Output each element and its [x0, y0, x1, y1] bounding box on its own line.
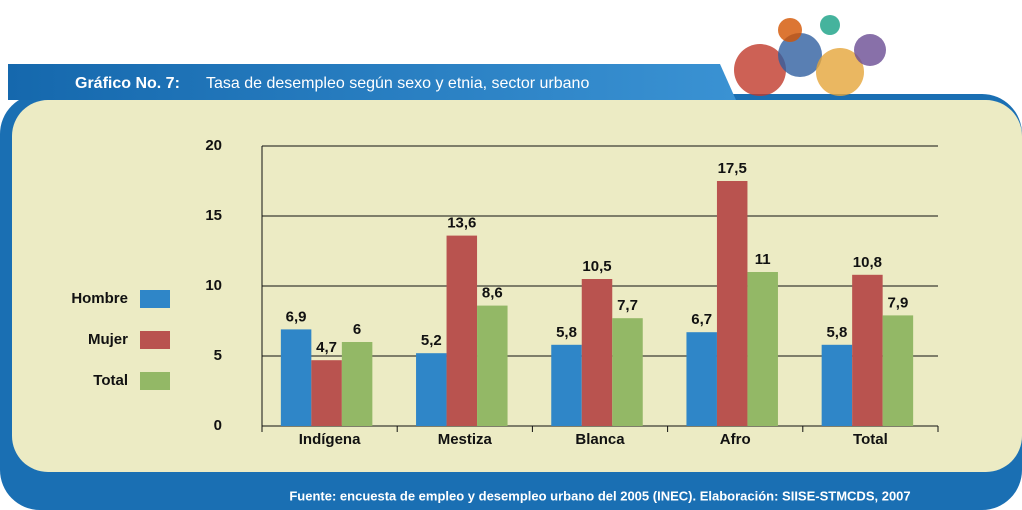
value-label: 11	[755, 251, 771, 268]
chart: Gráfico No. 7: Tasa de desempleo según s…	[0, 0, 1022, 510]
bar	[416, 353, 447, 426]
x-tick-label: Blanca	[575, 431, 625, 448]
value-label: 17,5	[718, 160, 747, 177]
title-label: Gráfico No. 7:	[75, 75, 180, 92]
y-tick-label: 10	[205, 277, 222, 294]
chart-title: Tasa de desempleo según sexo y etnia, se…	[206, 75, 589, 92]
value-label: 6,7	[691, 311, 712, 328]
legend-label: Total	[93, 372, 128, 389]
value-label: 5,2	[421, 332, 442, 349]
y-tick-label: 0	[214, 417, 222, 434]
bar	[447, 236, 478, 426]
legend-label: Hombre	[71, 290, 128, 307]
bar	[883, 315, 914, 426]
legend-swatch	[140, 290, 170, 308]
bar	[822, 345, 853, 426]
bar	[281, 329, 312, 426]
legend-swatch	[140, 331, 170, 349]
value-label: 6,9	[286, 308, 307, 325]
x-tick-label: Afro	[720, 431, 751, 448]
value-label: 13,6	[447, 215, 476, 232]
value-label: 10,8	[853, 254, 882, 271]
y-tick-label: 5	[214, 347, 222, 364]
bar	[551, 345, 582, 426]
x-tick-label: Indígena	[299, 431, 361, 448]
value-label: 10,5	[582, 258, 611, 275]
legend-label: Mujer	[88, 331, 128, 348]
y-tick-label: 20	[205, 137, 222, 154]
value-label: 7,9	[887, 294, 908, 311]
y-tick-label: 15	[205, 207, 222, 224]
bar	[477, 306, 508, 426]
value-label: 8,6	[482, 285, 503, 302]
bar	[747, 272, 778, 426]
value-label: 7,7	[617, 297, 638, 314]
bar	[852, 275, 883, 426]
decoration	[734, 15, 886, 96]
bar	[582, 279, 613, 426]
bar	[686, 332, 717, 426]
bar	[612, 318, 643, 426]
x-tick-label: Mestiza	[438, 431, 493, 448]
x-tick-label: Total	[853, 431, 888, 448]
bar	[311, 360, 342, 426]
bar	[342, 342, 373, 426]
value-label: 5,8	[556, 324, 577, 341]
value-label: 5,8	[826, 324, 847, 341]
legend-swatch	[140, 372, 170, 390]
value-label: 4,7	[316, 339, 337, 356]
bar	[717, 181, 748, 426]
source: Fuente: encuesta de empleo y desempleo u…	[289, 488, 910, 503]
value-label: 6	[353, 321, 361, 338]
